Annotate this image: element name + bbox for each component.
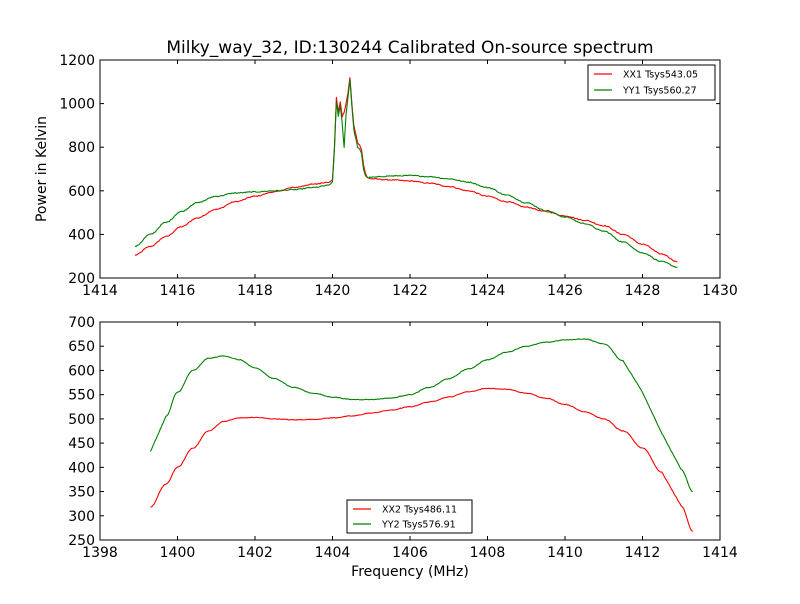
top-plot-series: [134, 77, 678, 268]
top-xtick-label: 1418: [237, 283, 273, 299]
bottom-xtick-label: 1402: [237, 545, 273, 561]
bottom-ytick-label: 300: [68, 509, 95, 525]
top-ytick-label: 600: [68, 184, 95, 200]
bottom-xtick-label: 1398: [82, 545, 118, 561]
top-legend-label-xx1: XX1 Tsys543.05: [623, 70, 698, 81]
bottom-legend-label-xx2: XX2 Tsys486.11: [382, 505, 457, 516]
top-xtick-label: 1428: [625, 283, 661, 299]
bottom-xtick-label: 1400: [160, 545, 196, 561]
top-xtick-label: 1414: [82, 283, 118, 299]
top-ytick-label: 1000: [59, 97, 95, 113]
top-ytick-label: 400: [68, 227, 95, 243]
bottom-ytick-label: 350: [68, 485, 95, 501]
bottom-xtick-label: 1414: [702, 545, 738, 561]
top-plot-ylabel: Power in Kelvin: [34, 116, 50, 222]
top-xtick-label: 1422: [392, 283, 428, 299]
bottom-xtick-label: 1406: [392, 545, 428, 561]
top-plot: 1414 1416 1418 1420 1422 1424 1426 1428 1430 200 4…: [34, 53, 738, 299]
bottom-legend: XX2 Tsys486.11 YY2 Tsys576.91: [346, 499, 473, 534]
bottom-ytick-label: 500: [68, 412, 95, 428]
bottom-ytick-label: 650: [68, 339, 95, 355]
bottom-ytick-label: 700: [68, 315, 95, 331]
bottom-legend-box: [346, 499, 473, 534]
bottom-legend-label-yy2: YY2 Tsys576.91: [381, 520, 456, 531]
top-xtick-label: 1416: [160, 283, 196, 299]
top-xtick-label: 1426: [547, 283, 583, 299]
top-ytick-label: 800: [68, 140, 95, 156]
top-ytick-label: 1200: [59, 53, 95, 69]
bottom-series-xx2: [150, 387, 694, 532]
top-series-xx1: [134, 77, 678, 263]
top-plot-ticks: 1414 1416 1418 1420 1422 1424 1426 1428 1430 200 4…: [59, 53, 737, 299]
top-legend-label-yy1: YY1 Tsys560.27: [622, 86, 697, 97]
bottom-ytick-label: 600: [68, 363, 95, 379]
bottom-xtick-label: 1412: [625, 545, 661, 561]
bottom-series-yy2: [149, 338, 694, 493]
top-xtick-label: 1420: [315, 283, 351, 299]
bottom-ytick-label: 400: [68, 460, 95, 476]
bottom-xtick-label: 1410: [547, 545, 583, 561]
bottom-xtick-label: 1404: [315, 545, 351, 561]
top-series-yy1: [134, 79, 678, 268]
bottom-plot-series: [149, 338, 694, 532]
chart-title: Milky_way_32, ID:130244 Calibrated On-so…: [166, 38, 653, 58]
bottom-ytick-label: 450: [68, 436, 95, 452]
top-ytick-label: 200: [68, 271, 95, 287]
bottom-xtick-label: 1408: [470, 545, 506, 561]
top-xtick-label: 1424: [470, 283, 506, 299]
top-xtick-label: 1430: [702, 283, 738, 299]
bottom-plot-xlabel: Frequency (MHz): [351, 564, 469, 580]
top-legend-box: [587, 64, 716, 101]
bottom-plot: 1398 1400 1402 1404 1406 1408 1410 1412 1414 250 3…: [68, 315, 738, 580]
bottom-ytick-label: 550: [68, 388, 95, 404]
top-legend: XX1 Tsys543.05 YY1 Tsys560.27: [587, 64, 716, 101]
bottom-ytick-label: 250: [68, 533, 95, 549]
bottom-plot-ticks: 1398 1400 1402 1404 1406 1408 1410 1412 1414 250 3…: [68, 315, 738, 561]
